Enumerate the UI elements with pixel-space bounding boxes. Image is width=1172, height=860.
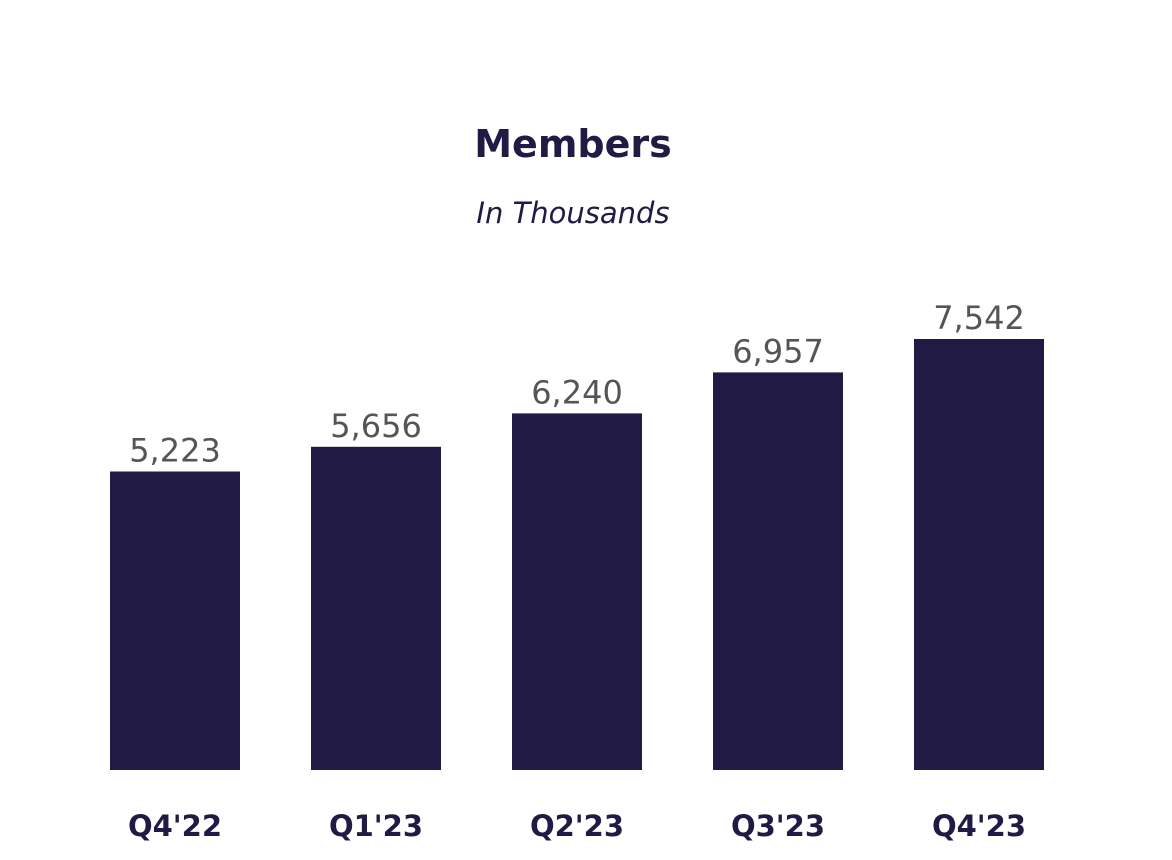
bar xyxy=(713,372,843,770)
bar xyxy=(110,471,240,770)
bar xyxy=(311,446,441,770)
bar-value-label: 5,656 xyxy=(330,407,422,445)
bar xyxy=(914,339,1044,770)
bar-value-label: 6,240 xyxy=(531,373,623,411)
bar-value-label: 6,957 xyxy=(732,332,824,370)
x-tick-label: Q1'23 xyxy=(329,809,423,843)
chart-subtitle: In Thousands xyxy=(476,196,670,230)
chart-title: Members xyxy=(474,122,672,166)
bar xyxy=(512,413,642,770)
x-tick-label: Q4'23 xyxy=(932,809,1026,843)
x-tick-label: Q4'22 xyxy=(128,809,222,843)
x-tick-label: Q3'23 xyxy=(731,809,825,843)
bar-value-label: 5,223 xyxy=(129,432,221,470)
x-tick-label: Q2'23 xyxy=(530,809,624,843)
bar-value-label: 7,542 xyxy=(933,299,1025,337)
